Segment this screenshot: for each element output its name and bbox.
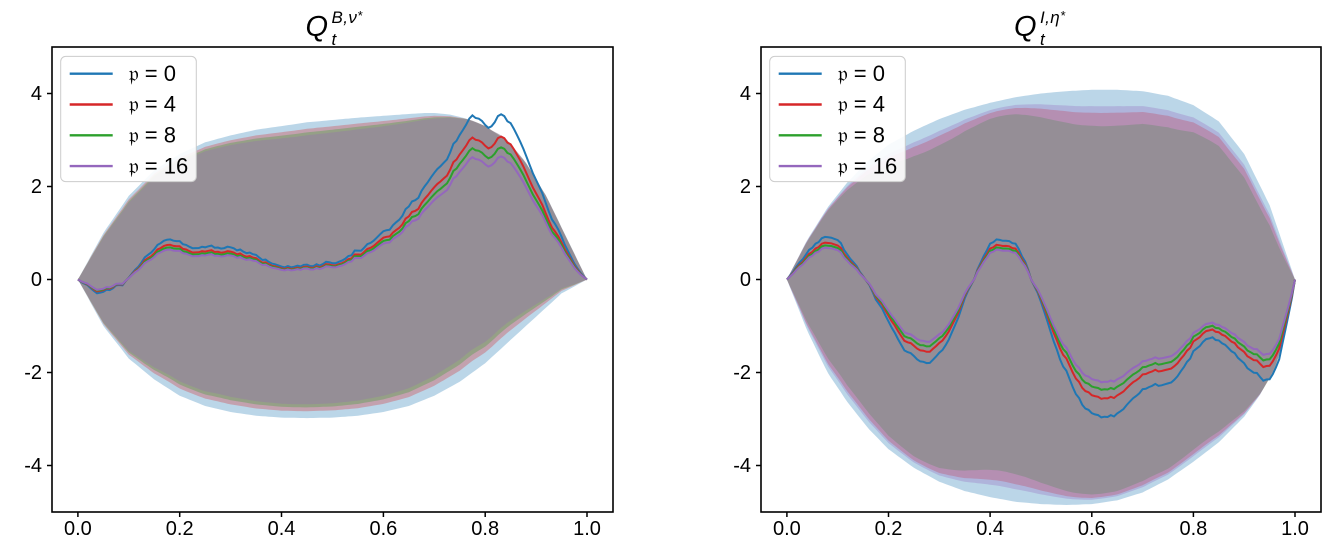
svg-text:-4: -4 <box>733 455 751 477</box>
svg-text:1.0: 1.0 <box>1281 518 1309 540</box>
svg-text:4: 4 <box>740 83 751 105</box>
svg-text:0: 0 <box>31 269 42 291</box>
svg-text:0.2: 0.2 <box>166 518 194 540</box>
svg-text:-2: -2 <box>733 362 751 384</box>
svg-text:𝔭 = 16: 𝔭 = 16 <box>129 153 189 178</box>
svg-text:-2: -2 <box>24 362 42 384</box>
svg-text:2: 2 <box>31 176 42 198</box>
svg-text:4: 4 <box>31 83 42 105</box>
svg-text:0.0: 0.0 <box>773 518 801 540</box>
svg-text:𝔭 = 8: 𝔭 = 8 <box>129 123 176 148</box>
svg-text:1.0: 1.0 <box>573 518 601 540</box>
svg-text:𝔭 = 4: 𝔭 = 4 <box>129 92 176 117</box>
svg-text:𝔭 = 0: 𝔭 = 0 <box>129 61 176 86</box>
svg-text:0.6: 0.6 <box>369 518 397 540</box>
svg-text:0.0: 0.0 <box>64 518 92 540</box>
svg-text:0.8: 0.8 <box>1179 518 1207 540</box>
svg-text:𝔭 = 0: 𝔭 = 0 <box>838 61 885 86</box>
svg-text:0.4: 0.4 <box>976 518 1004 540</box>
svg-text:0.4: 0.4 <box>268 518 296 540</box>
svg-text:2: 2 <box>740 176 751 198</box>
svg-text:0.6: 0.6 <box>1078 518 1106 540</box>
svg-text:0.2: 0.2 <box>875 518 903 540</box>
svg-text:0.8: 0.8 <box>471 518 499 540</box>
svg-text:Q: Q <box>1014 11 1037 43</box>
svg-text:𝔭 = 4: 𝔭 = 4 <box>838 92 885 117</box>
svg-text:-4: -4 <box>24 455 42 477</box>
svg-text:𝔭 = 16: 𝔭 = 16 <box>838 153 898 178</box>
svg-text:0: 0 <box>740 269 751 291</box>
svg-text:Q: Q <box>306 11 329 43</box>
svg-text:𝔭 = 8: 𝔭 = 8 <box>838 123 885 148</box>
